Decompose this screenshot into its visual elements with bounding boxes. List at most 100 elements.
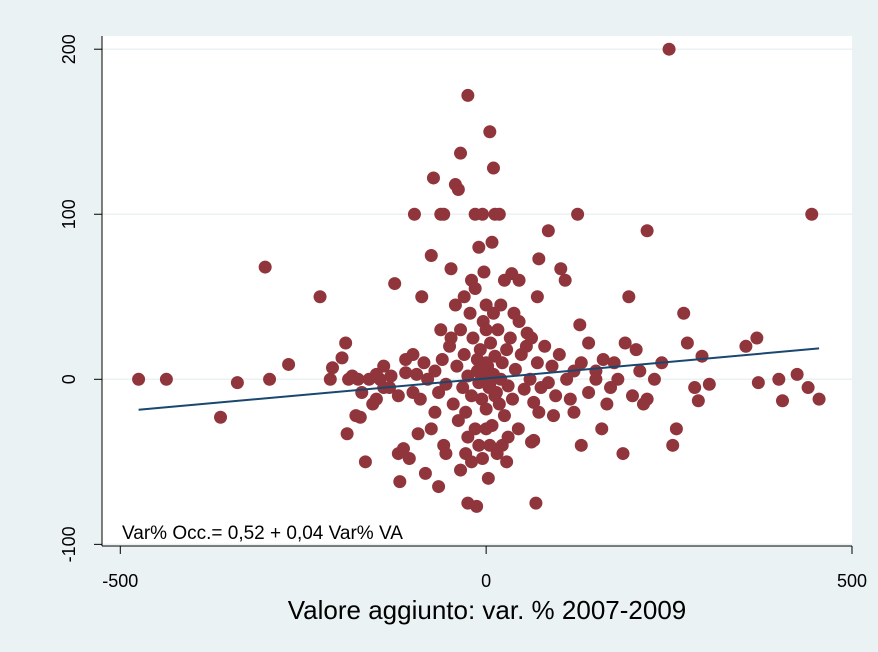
point: [812, 392, 826, 406]
point: [410, 367, 424, 381]
y-tick-label: 0: [59, 374, 79, 384]
point: [486, 161, 500, 175]
point: [439, 377, 453, 391]
point: [538, 339, 552, 353]
point: [214, 410, 228, 424]
point: [454, 463, 468, 477]
x-tick-label: 500: [837, 571, 867, 591]
point: [444, 331, 458, 345]
point: [688, 381, 702, 395]
point: [772, 372, 786, 386]
point: [485, 235, 499, 249]
point: [463, 306, 477, 320]
point: [415, 290, 429, 304]
point: [418, 466, 432, 480]
point: [596, 352, 610, 366]
point: [530, 356, 544, 370]
point: [582, 336, 596, 350]
point: [451, 182, 465, 196]
point: [625, 389, 639, 403]
point: [616, 447, 630, 461]
point: [527, 395, 541, 409]
point: [483, 377, 497, 391]
point: [695, 349, 709, 363]
point: [483, 125, 497, 139]
point: [479, 422, 493, 436]
point: [507, 306, 521, 320]
point: [351, 372, 365, 386]
point: [801, 381, 815, 395]
point: [475, 364, 489, 378]
point: [622, 290, 636, 304]
point: [530, 290, 544, 304]
point: [525, 331, 539, 345]
point: [563, 392, 577, 406]
point: [448, 298, 462, 312]
point: [552, 348, 566, 362]
point: [517, 382, 531, 396]
point: [574, 438, 588, 452]
point: [388, 277, 402, 291]
point: [466, 331, 480, 345]
point: [339, 336, 353, 350]
point: [434, 323, 448, 337]
marks: [132, 42, 826, 513]
point: [132, 372, 146, 386]
point: [470, 352, 484, 366]
point: [640, 224, 654, 238]
point: [424, 249, 438, 263]
point: [500, 343, 514, 357]
point: [407, 207, 421, 221]
point: [497, 409, 511, 423]
point: [527, 433, 541, 447]
point: [282, 357, 296, 371]
point: [532, 252, 546, 266]
point: [545, 359, 559, 373]
point: [450, 359, 464, 373]
point: [790, 367, 804, 381]
x-tick-label: -500: [102, 571, 138, 591]
point: [497, 273, 511, 287]
point: [567, 405, 581, 419]
point: [263, 372, 277, 386]
point: [492, 207, 506, 221]
point: [391, 389, 405, 403]
point: [340, 427, 354, 441]
axes: -100 0 100 200 -500 0 500: [59, 34, 867, 591]
point: [554, 262, 568, 276]
point: [355, 386, 369, 400]
x-tick-label: 0: [481, 571, 491, 591]
point: [477, 265, 491, 279]
point: [479, 402, 493, 416]
point: [406, 348, 420, 362]
point: [751, 376, 765, 390]
point: [479, 323, 493, 337]
point: [461, 430, 475, 444]
x-axis-title: Valore aggiunto: var. % 2007-2009: [288, 595, 686, 625]
point: [456, 381, 470, 395]
point: [611, 372, 625, 386]
point: [435, 352, 449, 366]
point: [446, 397, 460, 411]
point: [411, 427, 425, 441]
point: [750, 331, 764, 345]
point: [503, 331, 517, 345]
point: [618, 336, 632, 350]
point: [501, 379, 515, 393]
point: [465, 455, 479, 469]
y-tick-label: 100: [59, 199, 79, 229]
point: [775, 394, 789, 408]
point: [465, 389, 479, 403]
point: [444, 262, 458, 276]
point: [313, 290, 327, 304]
point: [589, 372, 603, 386]
point: [384, 369, 398, 383]
point: [488, 389, 502, 403]
point: [582, 386, 596, 400]
point: [573, 318, 587, 332]
point: [532, 405, 546, 419]
point: [159, 372, 173, 386]
point: [323, 372, 337, 386]
